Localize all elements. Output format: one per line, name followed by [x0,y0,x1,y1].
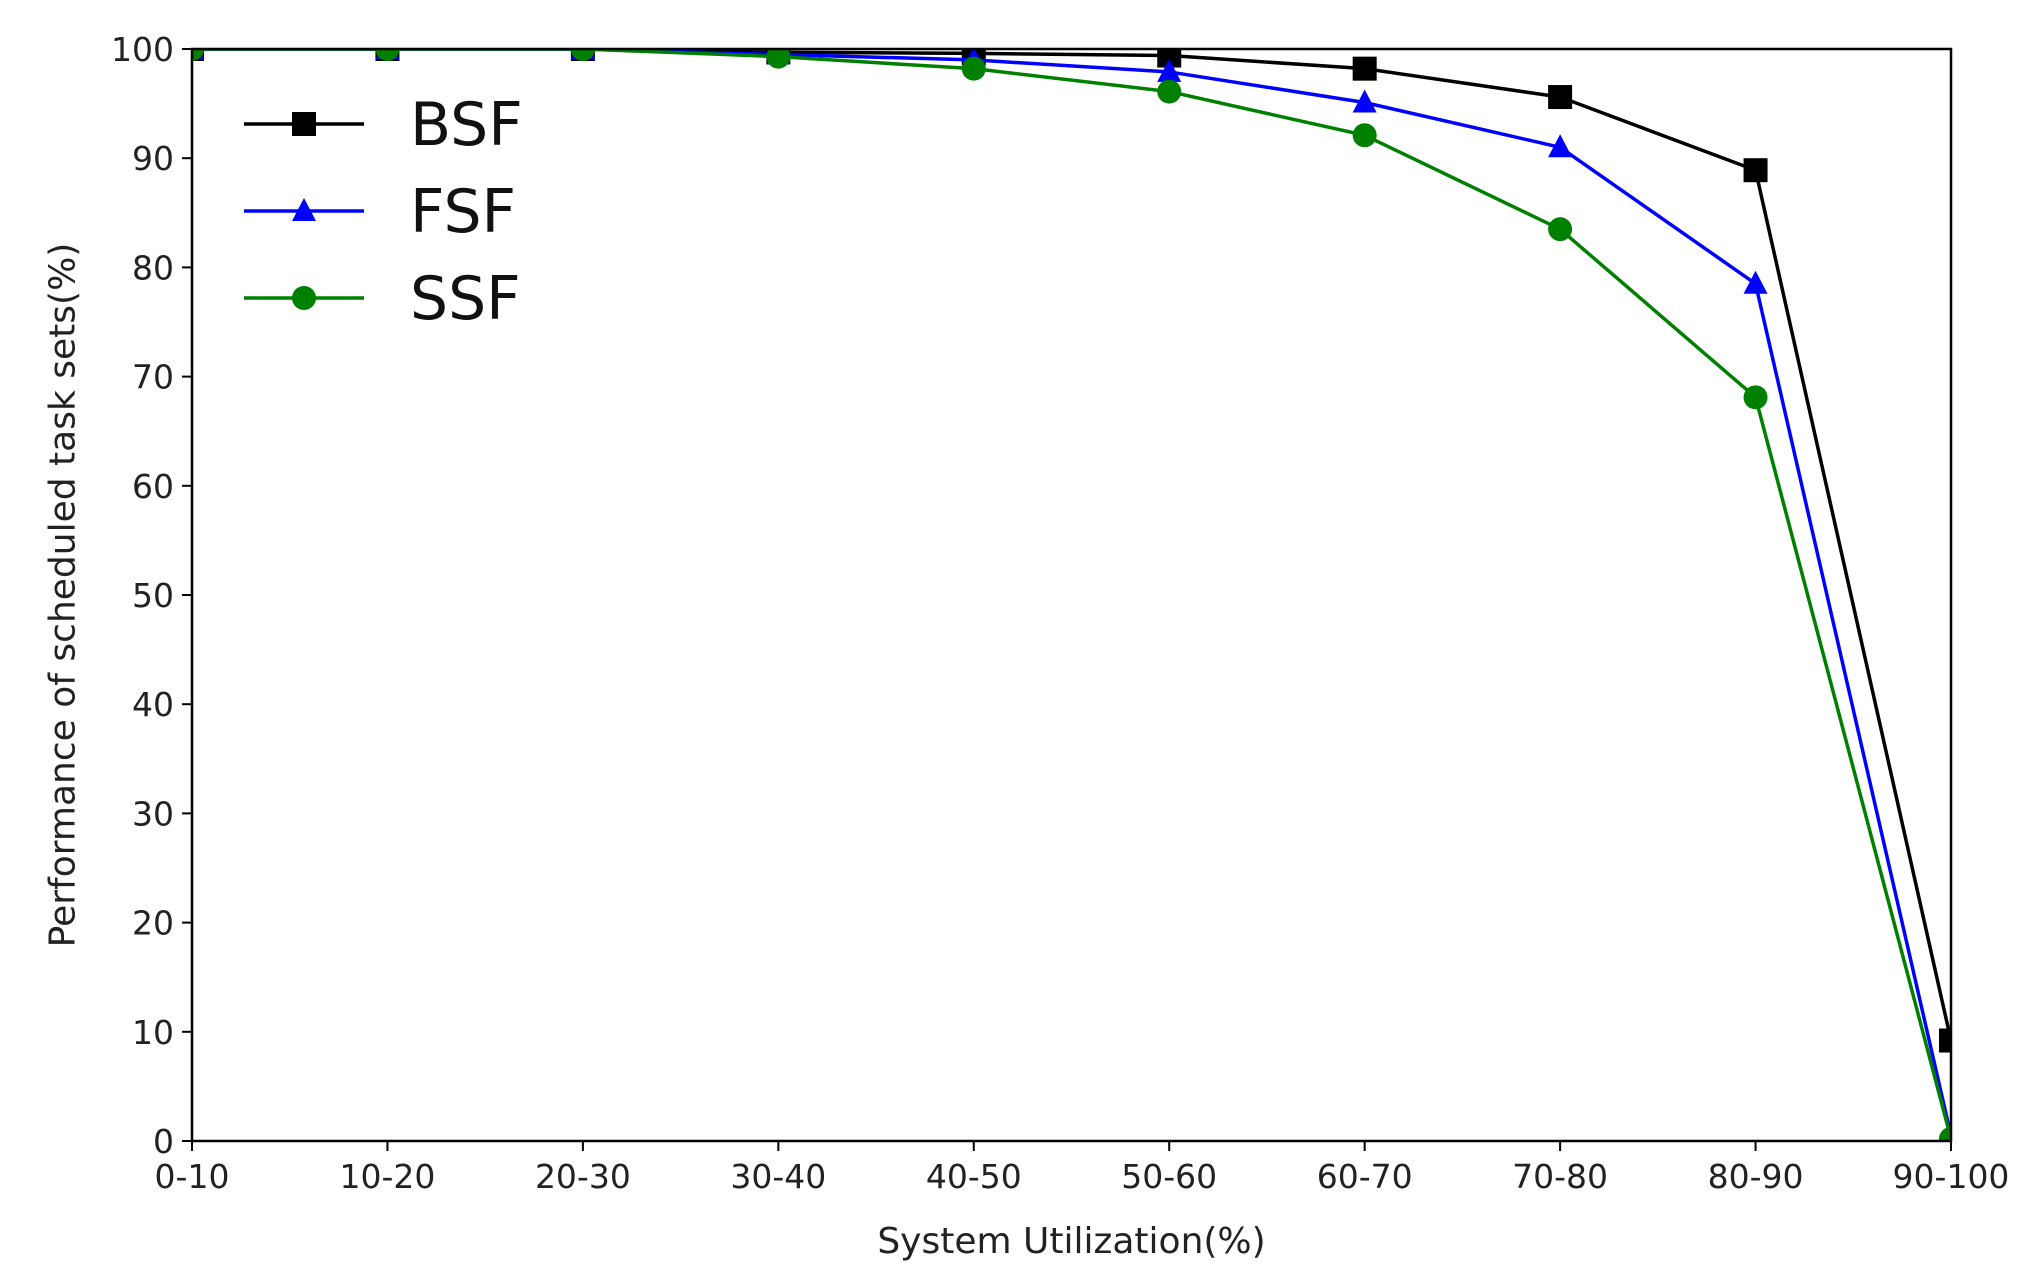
y-tick-label: 0 [153,1122,174,1161]
y-tick-label: 20 [132,904,174,943]
legend-marker-ssf [292,286,316,310]
x-tick-label: 30-40 [730,1157,826,1196]
data-point-ssf [1157,79,1182,104]
data-point-fsf [1743,270,1768,294]
series-line-ssf [192,49,1951,1140]
data-point-bsf [1548,85,1573,110]
series-line-fsf [192,49,1951,1136]
legend: BSF FSF SSF [244,90,523,334]
x-tick-label: 70-80 [1512,1157,1608,1196]
data-point-ssf [570,49,595,61]
y-axis: 0 10 20 30 40 50 60 70 80 90 100 [111,30,192,1161]
series-layer [192,49,1951,1141]
data-point-ssf [961,56,986,81]
y-tick-label: 30 [132,794,174,833]
data-point-ssf [1548,217,1573,242]
y-tick-label: 100 [111,30,174,69]
x-tick-label: 10-20 [339,1157,435,1196]
x-tick-label: 50-60 [1121,1157,1217,1196]
legend-marker-fsf [292,198,316,221]
y-tick-label: 60 [132,467,174,506]
data-point-bsf [1157,49,1182,68]
data-point-fsf [1548,134,1573,158]
x-axis: 0-10 10-20 20-30 30-40 40-50 50-60 60-70 70-80 8… [155,1141,2010,1196]
data-point-fsf [1157,58,1182,82]
x-tick-label: 20-30 [535,1157,631,1196]
data-point-ssf [375,49,400,61]
data-point-bsf [1939,1028,1951,1053]
data-point-fsf [1352,89,1377,113]
legend-label-ssf: SSF [410,264,521,334]
data-point-bsf [1352,56,1377,81]
y-axis-label: Performance of scheduled task sets(%) [43,243,84,948]
legend-label-bsf: BSF [410,90,523,160]
data-point-ssf [766,49,791,69]
y-tick-label: 80 [132,248,174,287]
x-tick-label: 60-70 [1317,1157,1413,1196]
x-axis-label: System Utilization(%) [877,1221,1265,1262]
y-tick-label: 40 [132,685,174,724]
y-tick-label: 10 [132,1013,174,1052]
x-tick-label: 40-50 [926,1157,1022,1196]
legend-item-ssf: SSF [244,264,521,334]
data-point-ssf [1743,385,1768,410]
legend-marker-bsf [292,112,316,136]
y-tick-label: 90 [132,139,174,178]
series-line-bsf [192,49,1951,1041]
legend-label-fsf: FSF [410,177,516,247]
x-tick-label: 80-90 [1708,1157,1804,1196]
data-point-bsf [1743,158,1768,183]
series-ssf [192,49,1951,1141]
x-tick-label: 90-100 [1893,1157,2010,1196]
data-point-ssf [192,49,204,61]
y-tick-label: 70 [132,358,174,397]
legend-item-fsf: FSF [244,177,516,247]
y-tick-label: 50 [132,576,174,615]
legend-item-bsf: BSF [244,90,523,160]
data-point-ssf [1352,123,1377,148]
data-point-ssf [1939,1126,1951,1141]
x-tick-label: 0-10 [155,1157,230,1196]
